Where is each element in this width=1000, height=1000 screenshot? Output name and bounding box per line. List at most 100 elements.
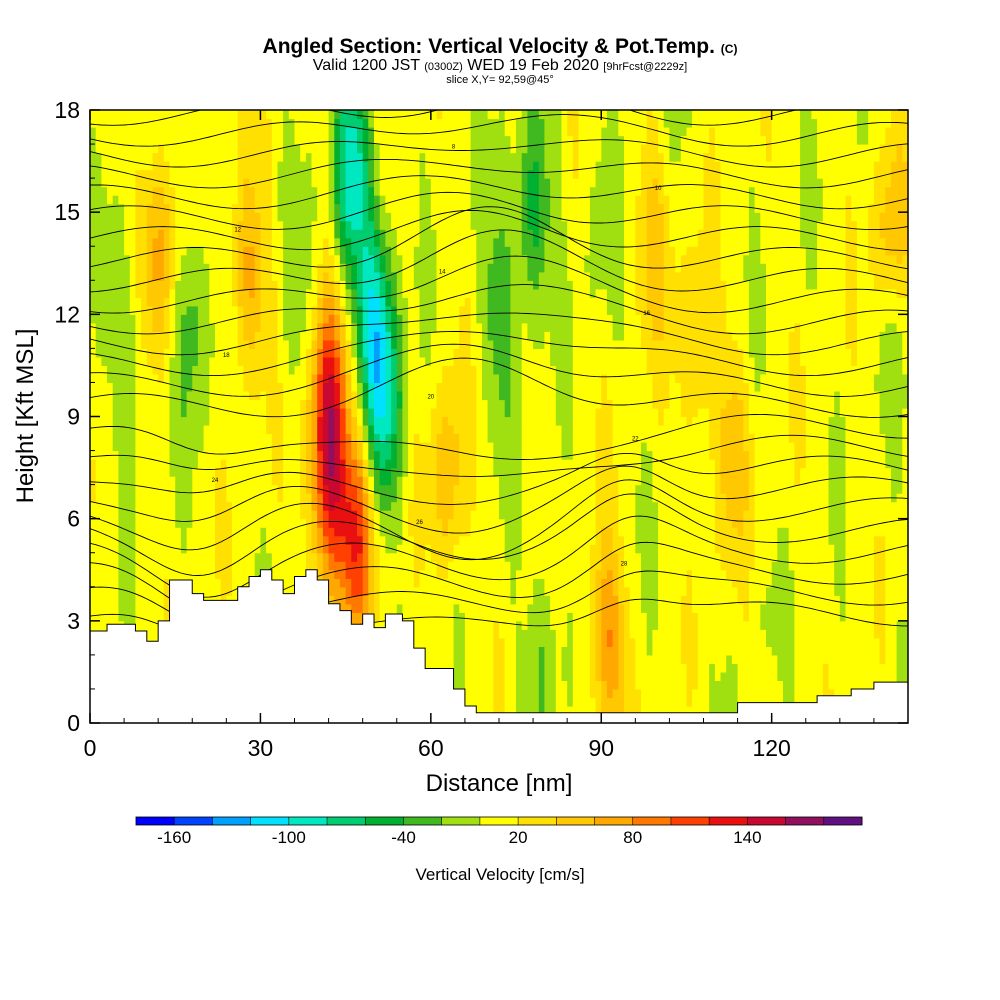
velocity-cell — [339, 365, 347, 375]
isentrope-line — [90, 493, 908, 576]
velocity-cell — [572, 688, 591, 698]
velocity-cell — [794, 595, 841, 605]
velocity-cell — [794, 646, 881, 656]
velocity-cell — [743, 365, 756, 375]
velocity-cell — [379, 348, 386, 358]
velocity-cell — [521, 339, 534, 349]
velocity-cell — [362, 510, 369, 520]
velocity-cell — [90, 271, 131, 281]
velocity-cell — [311, 399, 318, 409]
velocity-cell — [663, 322, 727, 332]
velocity-cell — [470, 339, 483, 349]
velocity-cell — [788, 365, 807, 375]
velocity-cell — [413, 442, 438, 452]
velocity-cell — [436, 391, 477, 401]
velocity-cell — [163, 373, 171, 383]
velocity-cell — [612, 629, 619, 639]
velocity-cell — [493, 442, 523, 452]
velocity-cell — [748, 586, 767, 596]
velocity-cell — [345, 135, 358, 145]
velocity-cell — [845, 280, 858, 290]
velocity-cell — [817, 263, 847, 273]
velocity-cell — [516, 663, 540, 673]
velocity-cell — [680, 603, 693, 613]
velocity-cell — [510, 356, 523, 366]
velocity-cell — [368, 586, 375, 596]
velocity-cell — [362, 493, 369, 503]
velocity-cell — [146, 254, 154, 264]
velocity-cell — [538, 671, 546, 681]
velocity-cell — [646, 212, 665, 222]
velocity-cell — [374, 212, 381, 222]
velocity-cell — [726, 297, 750, 307]
velocity-cell — [561, 135, 574, 145]
velocity-cell — [697, 237, 722, 247]
velocity-cell — [226, 467, 273, 477]
velocity-cell — [720, 416, 744, 426]
velocity-cell — [305, 391, 313, 401]
velocity-cell — [641, 331, 653, 341]
velocity-cell — [402, 459, 409, 469]
velocity-cell — [396, 391, 404, 401]
velocity-cell — [339, 110, 358, 120]
velocity-cell — [345, 152, 364, 162]
velocity-cell — [544, 169, 562, 179]
velocity-cell — [669, 203, 705, 213]
velocity-cell — [817, 280, 847, 290]
velocity-cell — [283, 144, 301, 154]
velocity-cell — [368, 433, 375, 443]
velocity-cell — [533, 578, 546, 588]
velocity-cell — [624, 263, 636, 273]
velocity-cell — [396, 339, 404, 349]
velocity-cell — [260, 263, 273, 273]
velocity-cell — [283, 476, 301, 486]
velocity-cell — [442, 373, 477, 383]
velocity-cell — [345, 561, 364, 571]
velocity-cell — [328, 246, 335, 256]
velocity-cell — [754, 467, 795, 477]
velocity-cell — [601, 391, 608, 401]
velocity-cell — [419, 314, 438, 324]
velocity-cell — [152, 152, 165, 162]
velocity-cell — [391, 348, 398, 358]
velocity-cell — [754, 544, 778, 554]
velocity-cell — [180, 382, 193, 392]
velocity-cell — [856, 127, 869, 137]
velocity-cell — [527, 212, 540, 222]
velocity-cell — [777, 552, 790, 562]
velocity-cell — [510, 297, 574, 307]
velocity-cell — [311, 467, 318, 477]
velocity-cell — [135, 467, 171, 477]
velocity-cell — [544, 127, 562, 137]
velocity-cell — [504, 237, 523, 247]
velocity-cell — [391, 408, 398, 418]
velocity-cell — [90, 373, 108, 383]
velocity-cell — [112, 442, 136, 452]
velocity-cell — [550, 620, 568, 630]
velocity-cell — [396, 433, 404, 443]
velocity-cell — [430, 356, 455, 366]
velocity-cell — [135, 339, 142, 349]
velocity-cell — [232, 254, 239, 264]
velocity-cell — [771, 118, 801, 128]
velocity-cell — [538, 680, 546, 690]
velocity-cell — [402, 425, 409, 435]
velocity-cell — [266, 391, 284, 401]
velocity-cell — [95, 322, 137, 332]
velocity-cell — [493, 467, 523, 477]
velocity-cell — [413, 450, 438, 460]
velocity-cell — [805, 416, 830, 426]
velocity-cell — [345, 442, 352, 452]
velocity-cell — [453, 552, 506, 562]
velocity-cell — [169, 339, 176, 349]
velocity-cell — [521, 408, 557, 418]
velocity-cell — [339, 178, 347, 188]
velocity-cell — [663, 408, 682, 418]
velocity-cell — [334, 408, 341, 418]
velocity-cell — [436, 263, 477, 273]
chart-header: Angled Section: Vertical Velocity & Pot.… — [0, 36, 1000, 86]
velocity-cell — [152, 186, 165, 196]
velocity-cell — [868, 263, 908, 273]
velocity-cell — [692, 416, 710, 426]
velocity-cell — [817, 169, 875, 179]
